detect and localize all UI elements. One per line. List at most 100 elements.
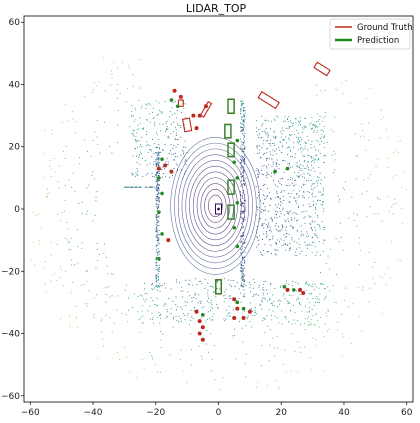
y-tick-label: 20 bbox=[9, 143, 21, 153]
lidar-point bbox=[141, 157, 144, 160]
lidar-point bbox=[335, 87, 337, 89]
lidar-point bbox=[312, 337, 314, 339]
lidar-point bbox=[157, 186, 159, 188]
lidar-point bbox=[268, 222, 270, 224]
lidar-point bbox=[242, 271, 244, 273]
lidar-point bbox=[175, 316, 177, 318]
lidar-point bbox=[242, 172, 244, 174]
lidar-point bbox=[304, 160, 306, 162]
lidar-point bbox=[324, 89, 326, 91]
lidar-point bbox=[305, 167, 307, 170]
lidar-point bbox=[265, 120, 267, 122]
lidar-point bbox=[295, 118, 297, 120]
lidar-point bbox=[104, 90, 106, 92]
lidar-point bbox=[317, 179, 319, 182]
lidar-point bbox=[358, 264, 360, 266]
lidar-point bbox=[291, 217, 293, 219]
lidar-point bbox=[243, 259, 246, 262]
lidar-point bbox=[163, 282, 166, 284]
lidar-point bbox=[229, 297, 231, 300]
lidar-point bbox=[295, 281, 297, 283]
lidar-point bbox=[280, 238, 282, 240]
lidar-point bbox=[291, 225, 293, 227]
lidar-point bbox=[223, 295, 225, 297]
lidar-point bbox=[242, 262, 244, 264]
lidar-point bbox=[85, 270, 87, 272]
lidar-point bbox=[137, 174, 139, 176]
lidar-point bbox=[158, 311, 160, 313]
lidar-point bbox=[162, 111, 164, 113]
lidar-point bbox=[312, 286, 314, 288]
lidar-point bbox=[297, 142, 299, 144]
lidar-point bbox=[278, 322, 280, 324]
lidar-point bbox=[175, 132, 177, 134]
lidar-point bbox=[97, 259, 99, 261]
lidar-point bbox=[289, 135, 291, 137]
lidar-point bbox=[320, 141, 323, 143]
lidar-point bbox=[338, 201, 340, 203]
lidar-point bbox=[304, 183, 306, 185]
lidar-point bbox=[134, 119, 136, 121]
lidar-point bbox=[157, 273, 159, 275]
lidar-point bbox=[353, 213, 355, 215]
lidar-point bbox=[243, 163, 245, 165]
lidar-point bbox=[281, 227, 284, 229]
lidar-point bbox=[265, 132, 267, 134]
lidar-point bbox=[145, 174, 147, 176]
lidar-point bbox=[297, 132, 299, 134]
lidar-point bbox=[263, 227, 265, 229]
lidar-point bbox=[155, 215, 157, 217]
lidar-point bbox=[176, 319, 178, 321]
lidar-point bbox=[240, 158, 242, 161]
lidar-point bbox=[310, 185, 313, 187]
lidar-point bbox=[81, 213, 83, 215]
lidar-point bbox=[240, 267, 242, 269]
lidar-point bbox=[262, 153, 264, 155]
lidar-point bbox=[287, 303, 289, 305]
lidar-point bbox=[158, 285, 160, 287]
lidar-point bbox=[243, 115, 246, 118]
lidar-point bbox=[96, 119, 98, 122]
lidar-point bbox=[156, 147, 158, 149]
lidar-point bbox=[289, 225, 291, 227]
lidar-point bbox=[138, 154, 141, 156]
lidar-point bbox=[160, 331, 162, 333]
lidar-point bbox=[310, 216, 312, 218]
lidar-point bbox=[262, 224, 264, 226]
lidar-point bbox=[168, 161, 170, 163]
lidar-point bbox=[158, 270, 160, 272]
lidar-point bbox=[174, 137, 176, 139]
lidar-point bbox=[265, 159, 268, 161]
lidar-point bbox=[242, 182, 244, 184]
lidar-point bbox=[140, 186, 142, 188]
lidar-point bbox=[297, 283, 299, 285]
lidar-point bbox=[399, 260, 402, 262]
lidar-point bbox=[182, 290, 184, 292]
lidar-point bbox=[317, 126, 319, 128]
lidar-point bbox=[77, 263, 79, 265]
lidar-point bbox=[323, 142, 325, 144]
lidar-point bbox=[243, 158, 245, 160]
lidar-point bbox=[83, 283, 85, 285]
ground-truth-marker bbox=[169, 169, 174, 174]
lidar-point bbox=[45, 292, 47, 294]
point-cloud-rings bbox=[170, 137, 261, 275]
lidar-point bbox=[133, 121, 135, 123]
lidar-point bbox=[303, 155, 305, 157]
ground-ring bbox=[174, 142, 257, 269]
lidar-point bbox=[188, 284, 190, 286]
lidar-point bbox=[263, 250, 265, 252]
lidar-point bbox=[243, 120, 245, 122]
lidar-point bbox=[258, 149, 260, 151]
lidar-point bbox=[282, 138, 284, 140]
lidar-point bbox=[183, 313, 185, 315]
lidar-point bbox=[178, 321, 180, 323]
lidar-point bbox=[348, 217, 350, 219]
lidar-point bbox=[148, 186, 150, 188]
lidar-point bbox=[308, 292, 310, 295]
lidar-point bbox=[116, 97, 118, 99]
lidar-point bbox=[289, 201, 291, 203]
lidar-point bbox=[369, 206, 371, 208]
lidar-point bbox=[244, 132, 246, 135]
lidar-point bbox=[240, 110, 242, 112]
